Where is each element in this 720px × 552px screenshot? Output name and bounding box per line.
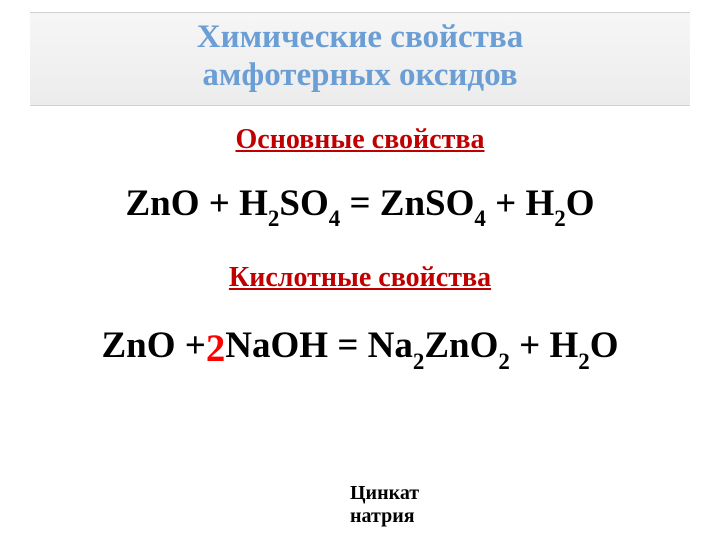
coefficient: 2	[206, 327, 225, 370]
section2-heading: Кислотные свойства	[0, 262, 720, 294]
equation-2: ZnO +2NaOH = Na2ZnO2 + H2O	[0, 324, 720, 371]
caption-line2: натрия	[350, 505, 415, 527]
section1-heading: Основные свойства	[0, 124, 720, 156]
slide: Химические свойства амфотерных оксидов О…	[0, 12, 720, 552]
equation-1: ZnO + H2SO4 = ZnSO4 + H2O	[0, 184, 720, 229]
title-line2: амфотерных оксидов	[202, 57, 517, 93]
title-line1: Химические свойства	[197, 19, 524, 55]
product-caption: Цинкат натрия	[350, 482, 419, 528]
title-text: Химические свойства амфотерных оксидов	[30, 19, 690, 95]
title-bar: Химические свойства амфотерных оксидов	[30, 12, 690, 106]
caption-line1: Цинкат	[350, 482, 419, 504]
